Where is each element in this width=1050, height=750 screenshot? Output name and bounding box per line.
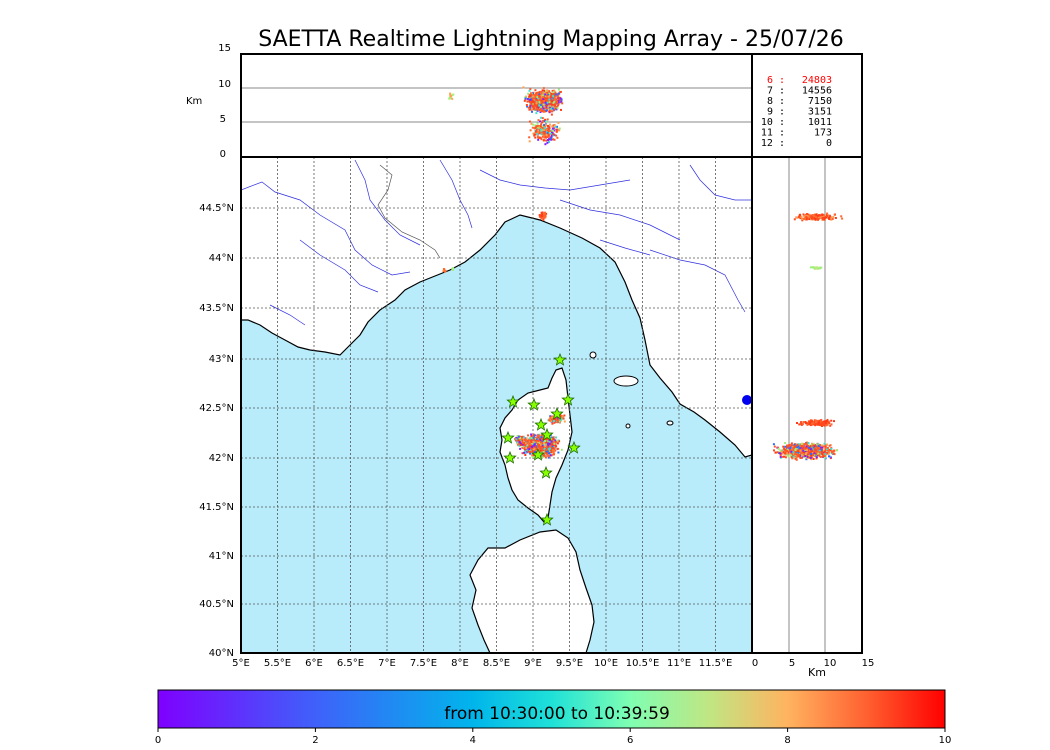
star-icon [561,392,575,406]
lon-tick-label: 8°E [451,658,469,669]
station-count-label: 7 : [767,86,785,97]
side-tick-label: 5 [789,658,795,669]
lat-tick-label: 41.5°N [199,502,234,513]
station-count-label: 8 : [767,96,785,107]
colorbar-tick-label: 4 [470,735,476,746]
rivers [241,159,752,326]
alt-tick-label: 15 [218,43,231,54]
colorbar-tick-label: 6 [627,735,633,746]
station-count-value: 24803 [802,75,832,86]
alt-tick-label: 10 [218,79,231,90]
lon-tick-label: 11°E [667,658,691,669]
map-panel: 5°E 5.5°E 6°E 6.5°E 7°E 7.5°E 8°E 8.5°E 9°E 9.5°E… [199,156,753,669]
star-icon [540,512,554,526]
mainland-coast [241,157,752,458]
colorbar-tick-label: 10 [939,735,952,746]
lat-tick-label: 44.5°N [199,203,234,214]
station-count-value: 1011 [808,117,832,128]
lat-tick-label: 41°N [209,551,234,562]
side-tick-label: 10 [824,658,837,669]
station-count-box: 6 : 24803 7 : 14556 8 : 7150 9 : 3151 10 : 1011 11… [751,53,863,158]
figure-title: SAETTA Realtime Lightning Mapping Array … [258,27,844,52]
sardinia-island [469,529,595,653]
lon-tick-label: 10.5°E [626,658,660,669]
station-count-value: 0 [826,138,832,149]
station-count-label: 6 : [767,75,785,86]
side-tick-label: 15 [862,658,875,669]
lon-tick-label: 7°E [378,658,396,669]
altitude-unit-label: Km [186,96,202,107]
lon-tick-label: 9°E [524,658,542,669]
star-icon [540,427,554,441]
lat-tick-label: 42.5°N [199,403,234,414]
lon-tick-label: 5°E [232,658,250,669]
station-count-value: 3151 [808,107,832,118]
star-icon [506,394,520,408]
station-count-label: 9 : [767,107,785,118]
lat-tick-label: 42°N [209,453,234,464]
lon-tick-label: 7.5°E [410,658,437,669]
lat-tick-label: 40°N [209,648,234,659]
lightning-scatter [442,211,566,459]
side-unit-label: Km [808,666,826,679]
colorbar: from 10:30:00 to 10:39:59 0 2 4 6 8 10 [155,689,952,746]
station-count-label: 11 : [761,128,785,139]
lat-tick-labels: 44.5°N 44°N 43.5°N 43°N 42.5°N 42°N 41.5°N 41°N… [199,203,234,659]
station-marker-east [742,395,752,405]
side-scatter [772,212,844,461]
lon-tick-label: 6°E [305,658,323,669]
lat-tick-label: 44°N [209,253,234,264]
colorbar-tick-label: 0 [155,735,161,746]
station-count-value: 173 [814,128,832,139]
alt-tick-label: 5 [220,114,226,125]
lon-tick-label: 9.5°E [556,658,583,669]
lon-tick-label: 6.5°E [337,658,364,669]
altitude-panel: Km 15 10 5 0 [186,43,753,160]
star-icon [527,397,541,411]
station-count-label: 10 : [761,117,785,128]
star-icon [503,450,517,464]
lat-tick-label: 43.5°N [199,303,234,314]
map-gridlines [241,157,752,653]
country-border [377,164,441,259]
star-icon [531,447,545,461]
colorbar-time-range: from 10:30:00 to 10:39:59 [444,704,670,724]
colorbar-tick-label: 2 [312,735,318,746]
lon-tick-label: 5.5°E [264,658,291,669]
lon-tick-label: 10°E [594,658,618,669]
star-icon [553,352,567,366]
star-icon [539,465,553,479]
colorbar-tick-label: 8 [784,735,790,746]
side-altitude-panel: 0 5 10 15 Km [751,156,875,679]
lon-tick-label: 11.5°E [699,658,733,669]
altitude-scatter [448,86,564,146]
lat-tick-label: 43°N [209,354,234,365]
star-icon [534,417,548,431]
lat-tick-label: 40.5°N [199,599,234,610]
side-tick-label: 0 [752,658,758,669]
lma-stations [501,352,581,526]
lon-tick-label: 8.5°E [483,658,510,669]
star-icon [501,430,515,444]
station-count-value: 14556 [802,86,832,97]
alt-tick-label: 0 [220,149,226,160]
station-count-value: 7150 [808,96,832,107]
star-icon [550,406,564,420]
star-icon [567,440,581,454]
station-count-label: 12 : [761,138,785,149]
lon-tick-labels: 5°E 5.5°E 6°E 6.5°E 7°E 7.5°E 8°E 8.5°E 9°E 9.5°E… [232,658,732,669]
